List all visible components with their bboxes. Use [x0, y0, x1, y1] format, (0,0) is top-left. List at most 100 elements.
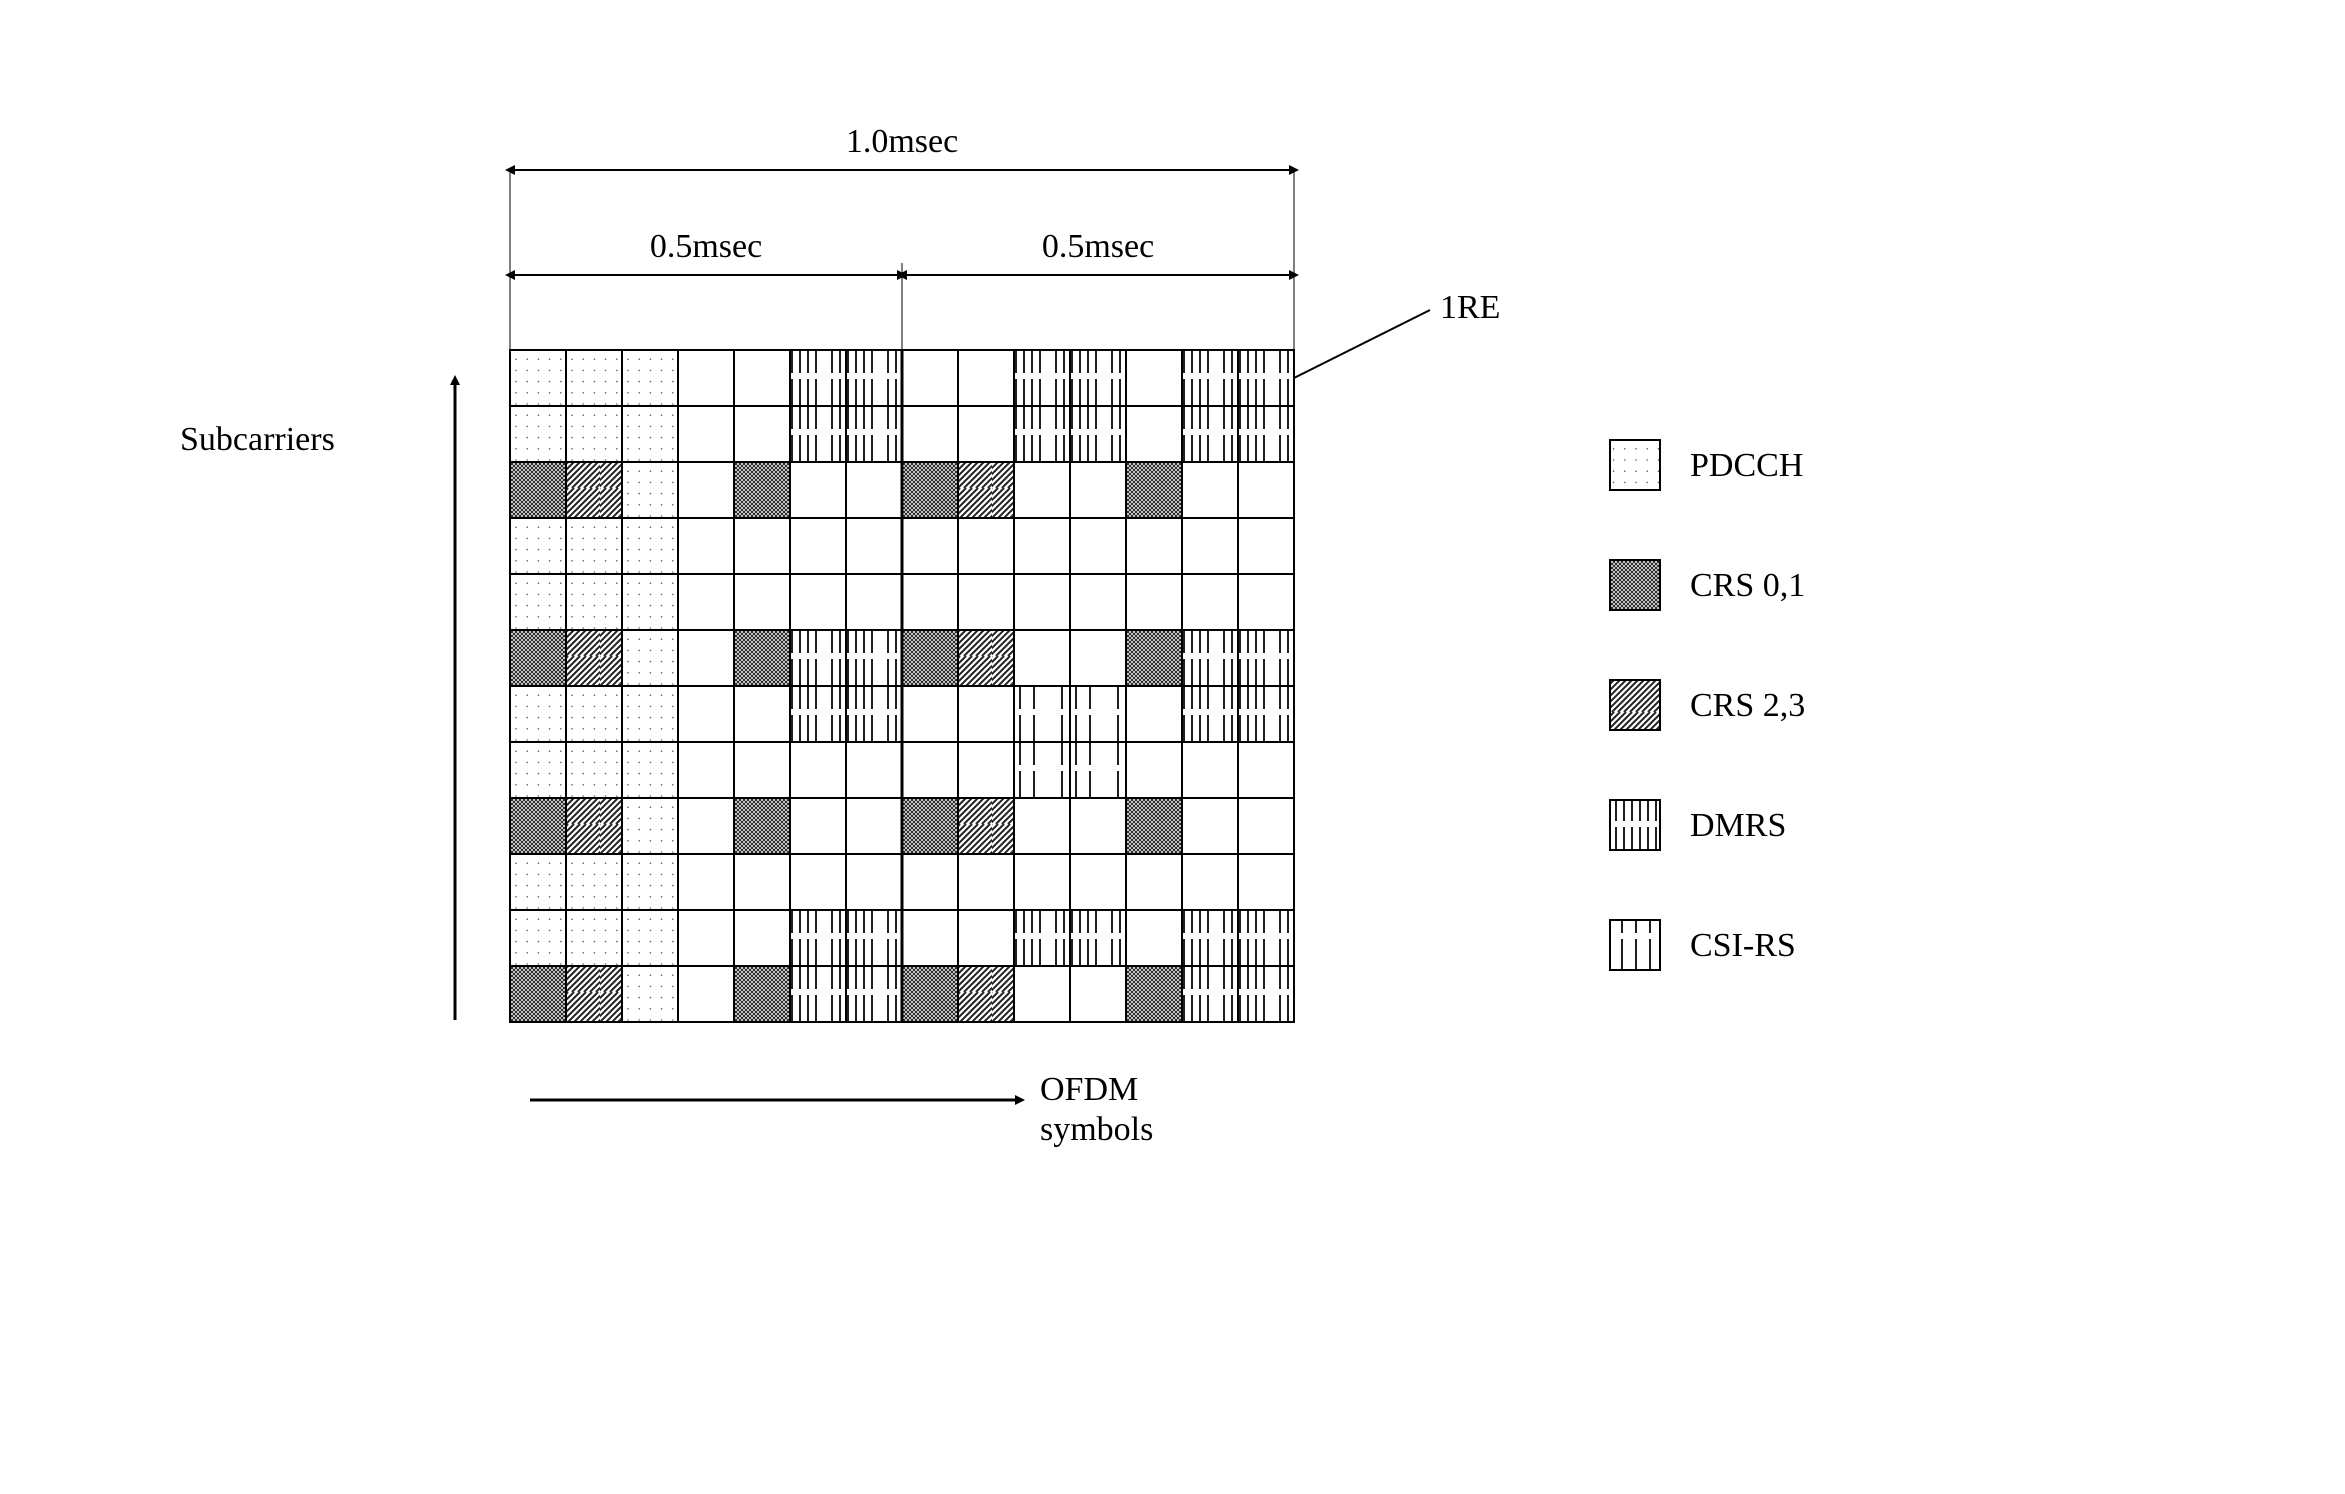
cell-blank	[1014, 798, 1070, 854]
cell-pdcch	[622, 798, 678, 854]
cell-blank	[1182, 518, 1238, 574]
cell-blank	[1126, 406, 1182, 462]
cell-pdcch	[622, 686, 678, 742]
cell-blank	[1070, 798, 1126, 854]
cell-pdcch	[510, 854, 566, 910]
cell-blank	[1182, 462, 1238, 518]
cell-pdcch	[622, 518, 678, 574]
cell-pdcch	[510, 686, 566, 742]
cell-blank	[846, 518, 902, 574]
cell-blank	[1070, 630, 1126, 686]
cell-blank	[846, 742, 902, 798]
cell-blank	[1126, 854, 1182, 910]
cell-crs23	[958, 966, 1014, 1022]
cell-dmrs	[846, 350, 902, 406]
cell-crs23	[566, 630, 622, 686]
cell-blank	[734, 742, 790, 798]
cell-dmrs	[846, 910, 902, 966]
x-axis-label-2: symbols	[1040, 1111, 1153, 1148]
cell-crs23	[566, 462, 622, 518]
cell-blank	[846, 798, 902, 854]
cell-blank	[678, 966, 734, 1022]
cell-dmrs	[1238, 686, 1294, 742]
cell-blank	[1014, 518, 1070, 574]
cell-pdcch	[510, 742, 566, 798]
cell-blank	[1238, 742, 1294, 798]
cell-dmrs	[790, 630, 846, 686]
cell-blank	[902, 854, 958, 910]
cell-crs01	[902, 462, 958, 518]
cell-blank	[902, 574, 958, 630]
cell-blank	[734, 574, 790, 630]
cell-blank	[958, 910, 1014, 966]
legend-csirs-label: CSI-RS	[1690, 927, 1796, 964]
cell-blank	[1070, 966, 1126, 1022]
cell-crs01	[1126, 630, 1182, 686]
legend-csirs-icon	[1610, 920, 1660, 970]
cell-dmrs	[1238, 966, 1294, 1022]
cell-blank	[958, 742, 1014, 798]
cell-csirs	[1070, 742, 1126, 798]
cell-blank	[734, 686, 790, 742]
cell-blank	[1126, 518, 1182, 574]
cell-blank	[902, 742, 958, 798]
cell-dmrs	[1182, 630, 1238, 686]
cell-blank	[902, 686, 958, 742]
re-callout-line	[1294, 310, 1430, 378]
cell-crs01	[734, 462, 790, 518]
cell-blank	[1126, 742, 1182, 798]
cell-blank	[678, 574, 734, 630]
cell-blank	[734, 406, 790, 462]
cell-blank	[1014, 630, 1070, 686]
legend-crs23-icon	[1610, 680, 1660, 730]
cell-dmrs	[1182, 966, 1238, 1022]
cell-pdcch	[566, 742, 622, 798]
cell-blank	[790, 574, 846, 630]
cell-pdcch	[622, 406, 678, 462]
cell-blank	[1126, 350, 1182, 406]
cell-blank	[846, 462, 902, 518]
cell-blank	[790, 742, 846, 798]
cell-crs01	[1126, 798, 1182, 854]
cell-crs23	[958, 462, 1014, 518]
re-callout-label: 1RE	[1440, 289, 1500, 326]
cell-dmrs	[846, 630, 902, 686]
legend-dmrs-label: DMRS	[1690, 807, 1786, 844]
cell-blank	[1070, 462, 1126, 518]
cell-blank	[790, 462, 846, 518]
cell-blank	[902, 406, 958, 462]
cell-blank	[846, 574, 902, 630]
diagram-root: 1.0msec0.5msec0.5msec1RESubcarriersOFDMs…	[40, 40, 2305, 1454]
cell-blank	[790, 854, 846, 910]
cell-blank	[790, 518, 846, 574]
cell-crs01	[1126, 966, 1182, 1022]
cell-crs23	[958, 798, 1014, 854]
cell-pdcch	[622, 574, 678, 630]
cell-pdcch	[622, 462, 678, 518]
cell-blank	[1126, 574, 1182, 630]
legend-pdcch-label: PDCCH	[1690, 447, 1803, 484]
cell-dmrs	[1070, 350, 1126, 406]
cell-blank	[1014, 462, 1070, 518]
cell-blank	[1126, 910, 1182, 966]
cell-csirs	[1014, 742, 1070, 798]
cell-blank	[1070, 574, 1126, 630]
cell-pdcch	[566, 910, 622, 966]
cell-dmrs	[846, 686, 902, 742]
cell-dmrs	[846, 966, 902, 1022]
legend-crs23-label: CRS 2,3	[1690, 687, 1805, 724]
cell-pdcch	[566, 350, 622, 406]
cell-crs01	[902, 966, 958, 1022]
cell-blank	[958, 350, 1014, 406]
resource-grid	[510, 350, 1294, 1022]
cell-blank	[1238, 854, 1294, 910]
legend-dmrs-icon	[1610, 800, 1660, 850]
cell-blank	[734, 350, 790, 406]
cell-blank	[846, 854, 902, 910]
cell-dmrs	[1070, 406, 1126, 462]
cell-pdcch	[622, 910, 678, 966]
cell-blank	[790, 798, 846, 854]
cell-dmrs	[1182, 910, 1238, 966]
cell-dmrs	[1182, 686, 1238, 742]
cell-blank	[1238, 574, 1294, 630]
